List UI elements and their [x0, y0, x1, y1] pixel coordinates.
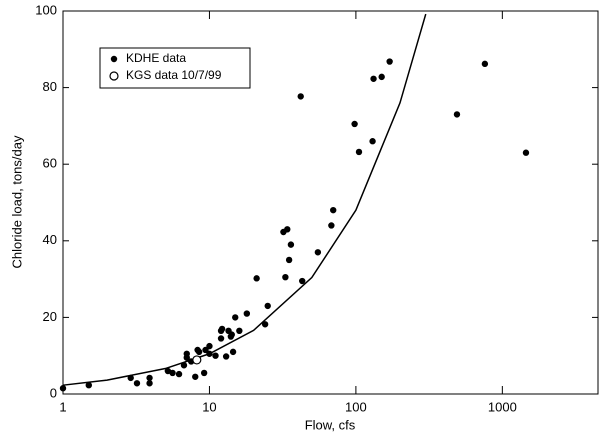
data-point — [236, 327, 243, 335]
data-point — [202, 346, 209, 354]
data-point — [146, 380, 153, 387]
data-point — [330, 206, 337, 214]
data-point — [378, 73, 385, 81]
y-tick-label: 60 — [43, 156, 57, 171]
legend-box — [99, 47, 251, 89]
data-point — [355, 148, 363, 156]
data-point — [218, 325, 226, 333]
legend-marker — [110, 55, 118, 63]
data-point — [175, 370, 183, 378]
data-point — [85, 381, 92, 389]
data-point — [183, 350, 190, 357]
data-point — [297, 93, 304, 100]
data-point — [195, 348, 203, 356]
data-point — [328, 222, 335, 229]
data-point — [370, 75, 377, 82]
data-point — [481, 60, 489, 68]
data-point — [314, 249, 322, 256]
data-point — [386, 58, 393, 65]
y-tick-label: 40 — [43, 232, 57, 247]
x-tick-label: 1000 — [488, 399, 517, 414]
data-point — [253, 275, 260, 282]
y-tick-label: 0 — [50, 385, 57, 400]
y-tick-label: 20 — [43, 309, 57, 324]
legend-label: KDHE data — [126, 51, 186, 65]
y-tick-label: 100 — [35, 2, 57, 17]
data-point — [369, 138, 376, 145]
data-point — [146, 374, 153, 382]
data-point — [453, 111, 461, 118]
data-point — [217, 335, 225, 342]
data-point — [229, 348, 237, 356]
data-point — [222, 353, 230, 360]
data-point — [232, 314, 239, 321]
data-point — [299, 277, 306, 285]
y-axis-label: Chloride load, tons/day — [9, 135, 24, 268]
data-point — [59, 385, 67, 392]
data-point — [228, 331, 235, 338]
data-point — [351, 120, 358, 128]
data-point — [133, 380, 141, 387]
x-tick-label: 10 — [202, 399, 216, 414]
data-point — [206, 342, 213, 350]
data-point — [212, 352, 219, 359]
data-point — [192, 373, 199, 380]
data-point — [284, 226, 291, 233]
data-point — [180, 362, 188, 369]
data-point — [192, 355, 202, 365]
data-point — [264, 302, 271, 310]
data-point — [287, 241, 295, 248]
x-axis-label: Flow, cfs — [305, 417, 356, 432]
fit-curve — [62, 13, 427, 386]
data-point — [522, 149, 530, 156]
plot-frame — [62, 10, 599, 395]
y-tick-label: 80 — [43, 79, 57, 94]
x-tick-label: 1 — [59, 399, 66, 414]
data-point — [169, 369, 176, 377]
legend-marker — [109, 71, 119, 81]
data-point — [261, 321, 269, 328]
data-point — [206, 350, 213, 357]
data-point — [200, 369, 208, 377]
data-point — [243, 310, 251, 317]
data-point — [127, 374, 134, 382]
legend-label: KGS data 10/7/99 — [126, 68, 222, 82]
x-tick-label: 100 — [345, 399, 367, 414]
data-point — [285, 256, 293, 264]
data-point — [282, 273, 289, 281]
